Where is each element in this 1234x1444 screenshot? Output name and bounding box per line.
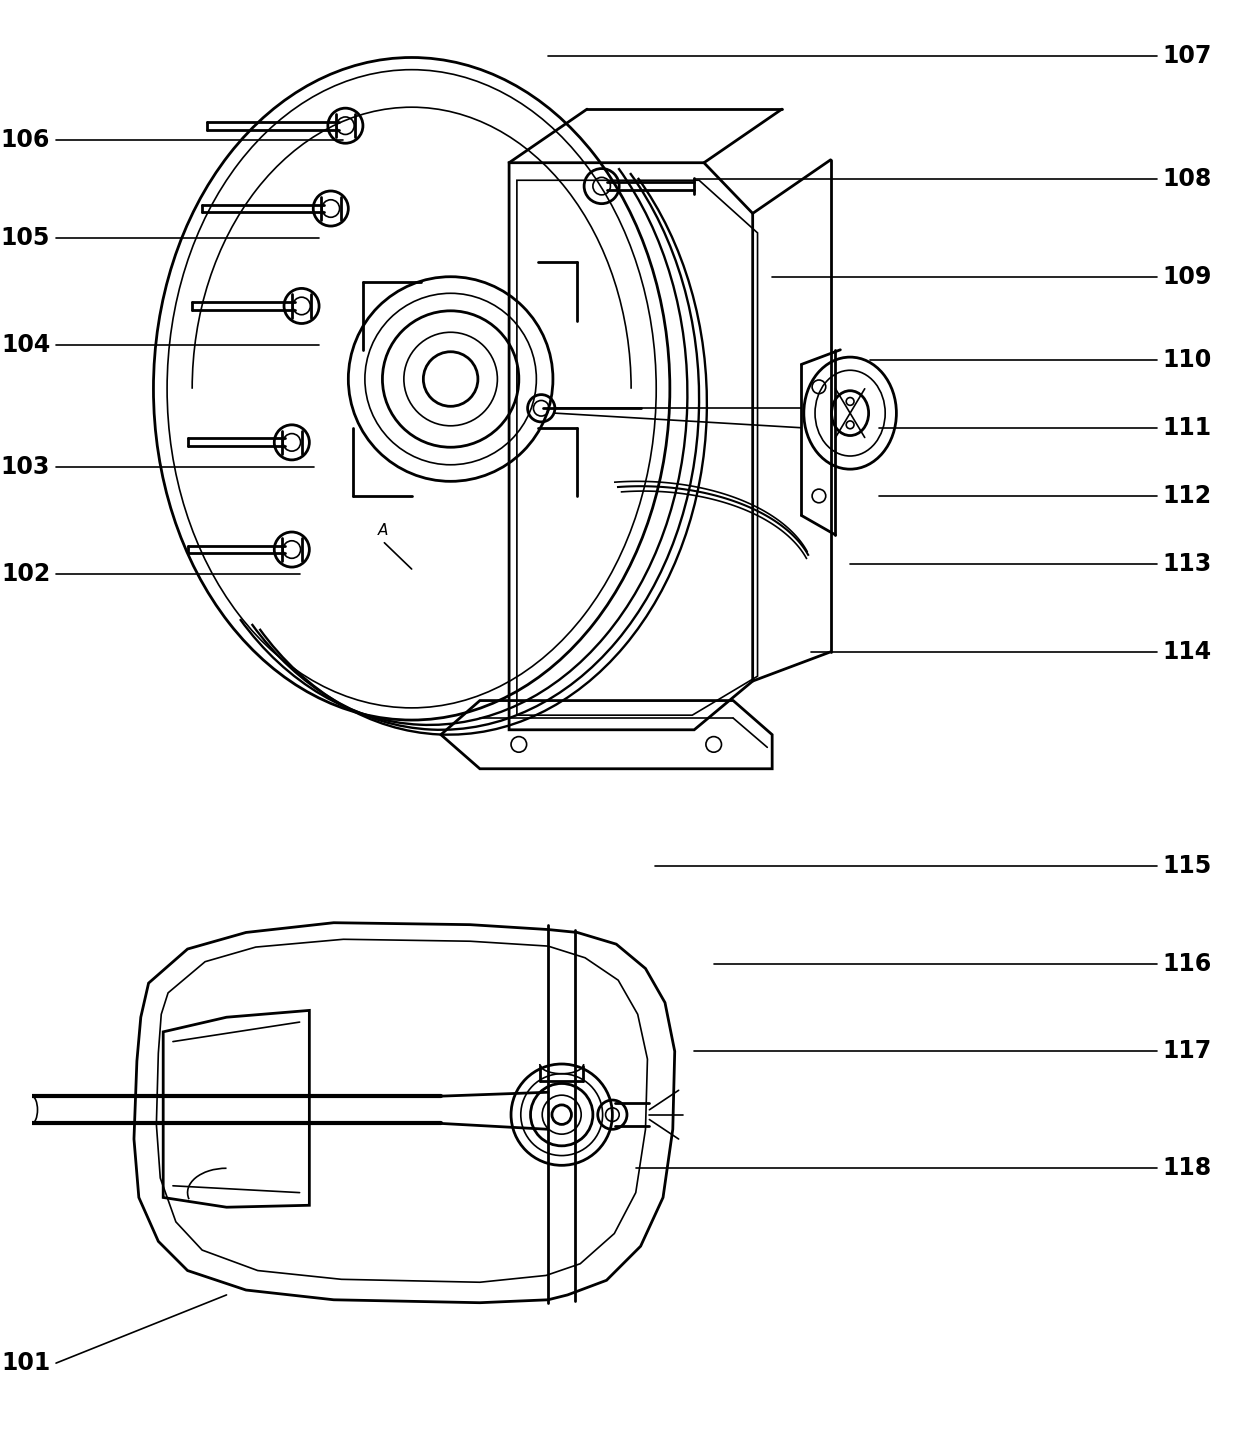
Text: 108: 108 — [1162, 168, 1212, 191]
Text: 115: 115 — [1162, 855, 1212, 878]
Text: 105: 105 — [1, 225, 51, 250]
Text: 109: 109 — [1162, 264, 1212, 289]
Text: 104: 104 — [1, 334, 51, 357]
Text: 102: 102 — [1, 562, 51, 586]
Text: 106: 106 — [1, 129, 51, 152]
Text: 116: 116 — [1162, 952, 1212, 976]
Text: 113: 113 — [1162, 552, 1212, 576]
Text: 107: 107 — [1162, 43, 1212, 68]
Text: 118: 118 — [1162, 1157, 1212, 1180]
Text: 117: 117 — [1162, 1040, 1212, 1063]
Text: 112: 112 — [1162, 484, 1212, 508]
Text: 101: 101 — [1, 1352, 51, 1375]
Text: 103: 103 — [1, 455, 51, 479]
Text: 111: 111 — [1162, 416, 1212, 440]
Text: 110: 110 — [1162, 348, 1212, 371]
Text: A: A — [378, 523, 387, 539]
Text: 114: 114 — [1162, 640, 1212, 664]
